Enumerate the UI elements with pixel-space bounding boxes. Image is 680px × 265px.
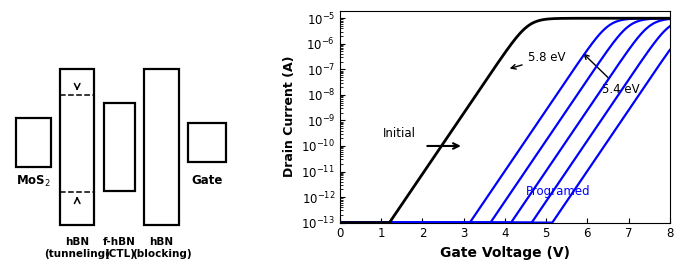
Bar — [144, 69, 179, 225]
Bar — [188, 123, 226, 162]
Bar — [60, 69, 95, 225]
Text: MoS$_2$: MoS$_2$ — [16, 174, 51, 189]
Text: f-hBN
(CTL): f-hBN (CTL) — [103, 237, 136, 259]
Text: 5.4 eV: 5.4 eV — [584, 55, 639, 96]
Text: 5.8 eV: 5.8 eV — [511, 51, 565, 69]
Text: hBN
(blocking): hBN (blocking) — [132, 237, 192, 259]
Bar — [16, 118, 50, 167]
X-axis label: Gate Voltage (V): Gate Voltage (V) — [440, 246, 570, 260]
Text: hBN
(tunneling): hBN (tunneling) — [44, 237, 110, 259]
Y-axis label: Drain Current (A): Drain Current (A) — [283, 56, 296, 177]
Text: Initial: Initial — [384, 127, 416, 140]
Bar — [104, 103, 135, 191]
Text: Gate: Gate — [191, 174, 222, 187]
Text: Programed: Programed — [526, 186, 591, 198]
